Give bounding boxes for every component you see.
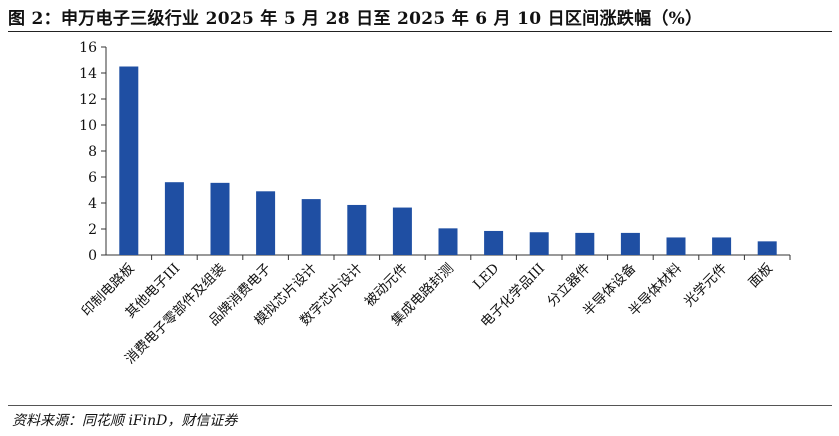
y-tick-label: 8 — [88, 144, 97, 160]
bar — [620, 232, 640, 255]
bar — [119, 66, 139, 255]
bar — [575, 232, 595, 255]
title-divider — [8, 31, 832, 32]
x-tick-label: 面板 — [746, 260, 777, 291]
bar — [164, 182, 184, 255]
y-tick-label: 2 — [88, 222, 97, 238]
bar — [256, 191, 276, 255]
category-labels: 印制电路板其他电子III消费电子零部件及组装品牌消费电子模拟芯片设计数字芯片设计… — [79, 259, 777, 367]
y-tick-label: 16 — [79, 40, 97, 56]
bar — [347, 204, 367, 255]
chart-title: 图 2：申万电子三级行业 2025 年 5 月 28 日至 2025 年 6 月… — [8, 9, 703, 29]
bar — [757, 241, 777, 255]
source-note: 资料来源：同花顺 iFinD，财信证券 — [12, 413, 238, 429]
bar — [301, 199, 321, 255]
x-tick-label: LED — [470, 260, 502, 292]
bar — [666, 237, 686, 255]
x-axis — [106, 254, 791, 260]
footer-divider — [8, 405, 832, 406]
bar — [210, 182, 230, 255]
bar — [529, 232, 549, 255]
y-tick-label: 6 — [88, 170, 97, 186]
y-tick-label: 4 — [88, 196, 97, 212]
bar-series — [119, 66, 777, 255]
bar-chart: 0 2 4 6 8 10 12 14 16 印制电路板其他电子III消费电子零部件及组装品牌消费… — [79, 40, 791, 367]
y-tick-label: 0 — [88, 248, 97, 264]
bar — [712, 237, 732, 255]
bar — [438, 228, 458, 255]
y-axis: 0 2 4 6 8 10 12 14 16 — [79, 40, 107, 264]
y-tick-label: 10 — [79, 118, 97, 134]
bar — [484, 230, 504, 255]
y-tick-label: 14 — [79, 66, 97, 82]
bar — [392, 207, 412, 255]
x-tick-label: 光学元件 — [681, 261, 730, 310]
y-tick-label: 12 — [79, 92, 97, 108]
